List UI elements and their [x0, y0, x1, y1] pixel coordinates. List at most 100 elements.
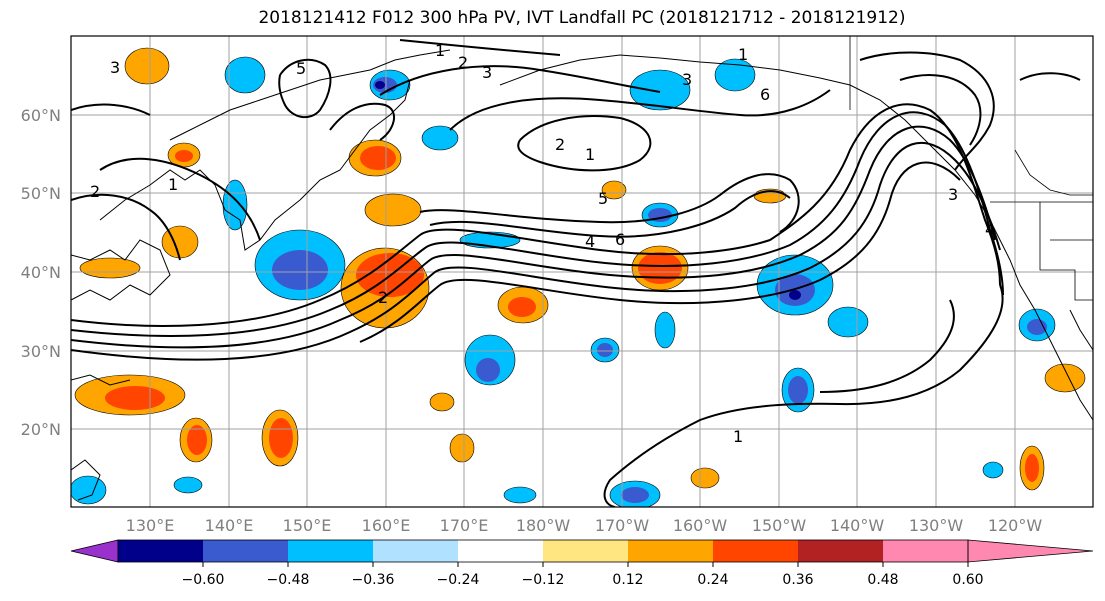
- contour-label: 4: [985, 220, 995, 239]
- anomaly-blob: [187, 425, 207, 455]
- colorbar-label: −0.60: [182, 572, 225, 588]
- contour-label: 3: [482, 63, 492, 82]
- anomaly-blob: [508, 297, 536, 317]
- contour-labels: 1 2 3 3 5 6 2 1 5 4 6 2 2 1 4 1 1 3 3: [90, 41, 995, 446]
- lat-label: 40°N: [21, 263, 61, 282]
- colorbar-segment: [458, 540, 543, 562]
- colorbar-label: 0.24: [697, 572, 728, 588]
- anomaly-blob: [621, 487, 649, 503]
- anomaly-blob: [375, 81, 385, 89]
- colorbar-extend-right: [967, 539, 1094, 563]
- pv-contours: [71, 39, 1081, 507]
- colorbar-label: 0.36: [782, 572, 813, 588]
- anomaly-blob: [714, 58, 756, 92]
- anomaly-blob: [788, 376, 808, 404]
- contour-label: 2: [378, 288, 388, 307]
- colorbar-label: 0.48: [867, 572, 898, 588]
- lon-label: 180°W: [516, 516, 571, 535]
- contour-label: 2: [458, 53, 468, 72]
- colorbar-label: −0.48: [267, 572, 310, 588]
- lon-label: 140°E: [205, 516, 254, 535]
- anomaly-blob: [429, 392, 455, 412]
- colorbar-segment: [798, 540, 883, 562]
- contour-label: 4: [585, 232, 595, 251]
- contour-label: 3: [110, 58, 120, 77]
- map-title: 2018121412 F012 300 hPa PV, IVT Landfall…: [258, 8, 906, 28]
- anomaly-blob: [690, 467, 720, 489]
- anomaly-blob: [601, 180, 627, 200]
- anomaly-blob: [124, 47, 170, 85]
- anomaly-blob: [789, 290, 801, 300]
- colorbar-label: 0.12: [612, 572, 643, 588]
- contour-label: 3: [948, 185, 958, 204]
- anomaly-blob: [638, 252, 682, 284]
- colorbar-segment: [203, 540, 288, 562]
- anomaly-blob: [269, 418, 293, 458]
- lon-label: 170°E: [440, 516, 489, 535]
- contour-label: 5: [598, 189, 608, 208]
- anomaly-blob: [79, 257, 141, 279]
- anomaly-blob: [629, 69, 691, 111]
- map-frame: [70, 35, 1094, 508]
- colorbar-segment: [883, 540, 968, 562]
- anomaly-blob: [364, 193, 422, 227]
- anomaly-blob: [173, 476, 203, 494]
- colorbar-label: 0.60: [952, 572, 983, 588]
- colorbar: −0.60 −0.48 −0.36 −0.24 −0.12 0.12 0.24 …: [70, 539, 1094, 588]
- contour-label: 2: [555, 135, 565, 154]
- contour-label: 3: [682, 70, 692, 89]
- anomaly-blob: [421, 125, 459, 151]
- anomaly-blob: [272, 250, 328, 290]
- anomaly-blob: [476, 358, 500, 382]
- anomaly-blob: [827, 306, 869, 338]
- anomaly-blob: [503, 486, 537, 504]
- colorbar-extend-left: [70, 539, 119, 563]
- lon-label: 130°E: [126, 516, 175, 535]
- contour-label: 6: [615, 230, 625, 249]
- longitude-labels: 130°E 140°E 150°E 160°E 170°E 180°W 170°…: [126, 516, 1043, 535]
- anomaly-blob: [1025, 454, 1039, 482]
- contour-label: 1: [435, 41, 445, 60]
- colorbar-segment: [543, 540, 628, 562]
- anomaly-blob: [1044, 363, 1086, 393]
- lat-label: 20°N: [21, 420, 61, 439]
- colorbar-segment: [373, 540, 458, 562]
- anomaly-blob: [360, 146, 396, 170]
- lon-label: 160°E: [362, 516, 411, 535]
- lon-label: 150°W: [752, 516, 807, 535]
- anomaly-blob: [449, 433, 475, 463]
- colorbar-segment: [288, 540, 373, 562]
- anomaly-blob: [654, 311, 676, 349]
- contour-label: 1: [733, 427, 743, 446]
- coastlines: [71, 49, 1093, 501]
- political-borders: [849, 36, 1093, 301]
- lon-label: 130°W: [909, 516, 964, 535]
- colorbar-segment: [628, 540, 713, 562]
- colorbar-ticks: [202, 562, 969, 567]
- anomaly-blob: [982, 461, 1004, 479]
- anomaly-blob: [175, 150, 193, 162]
- colorbar-label: −0.36: [352, 572, 395, 588]
- anomaly-blob: [71, 475, 107, 505]
- lon-label: 160°W: [673, 516, 728, 535]
- lat-label: 50°N: [21, 184, 61, 203]
- contour-label: 2: [90, 182, 100, 201]
- contour-label: 1: [738, 45, 748, 64]
- colorbar-segment: [713, 540, 798, 562]
- lon-label: 170°W: [595, 516, 650, 535]
- anomaly-blob: [222, 179, 248, 231]
- anomaly-blob: [597, 343, 613, 357]
- colorbar-segment: [118, 540, 203, 562]
- lat-label: 30°N: [21, 342, 61, 361]
- pc-shading: [71, 47, 1086, 507]
- contour-label: 6: [760, 85, 770, 104]
- contour-label: 1: [585, 145, 595, 164]
- contour-label: 1: [168, 175, 178, 194]
- contour-label: 5: [296, 59, 306, 78]
- colorbar-label: −0.24: [437, 572, 480, 588]
- lon-label: 150°E: [283, 516, 332, 535]
- colorbar-label: −0.12: [522, 572, 565, 588]
- anomaly-blob: [105, 386, 165, 410]
- anomaly-blob: [224, 56, 266, 94]
